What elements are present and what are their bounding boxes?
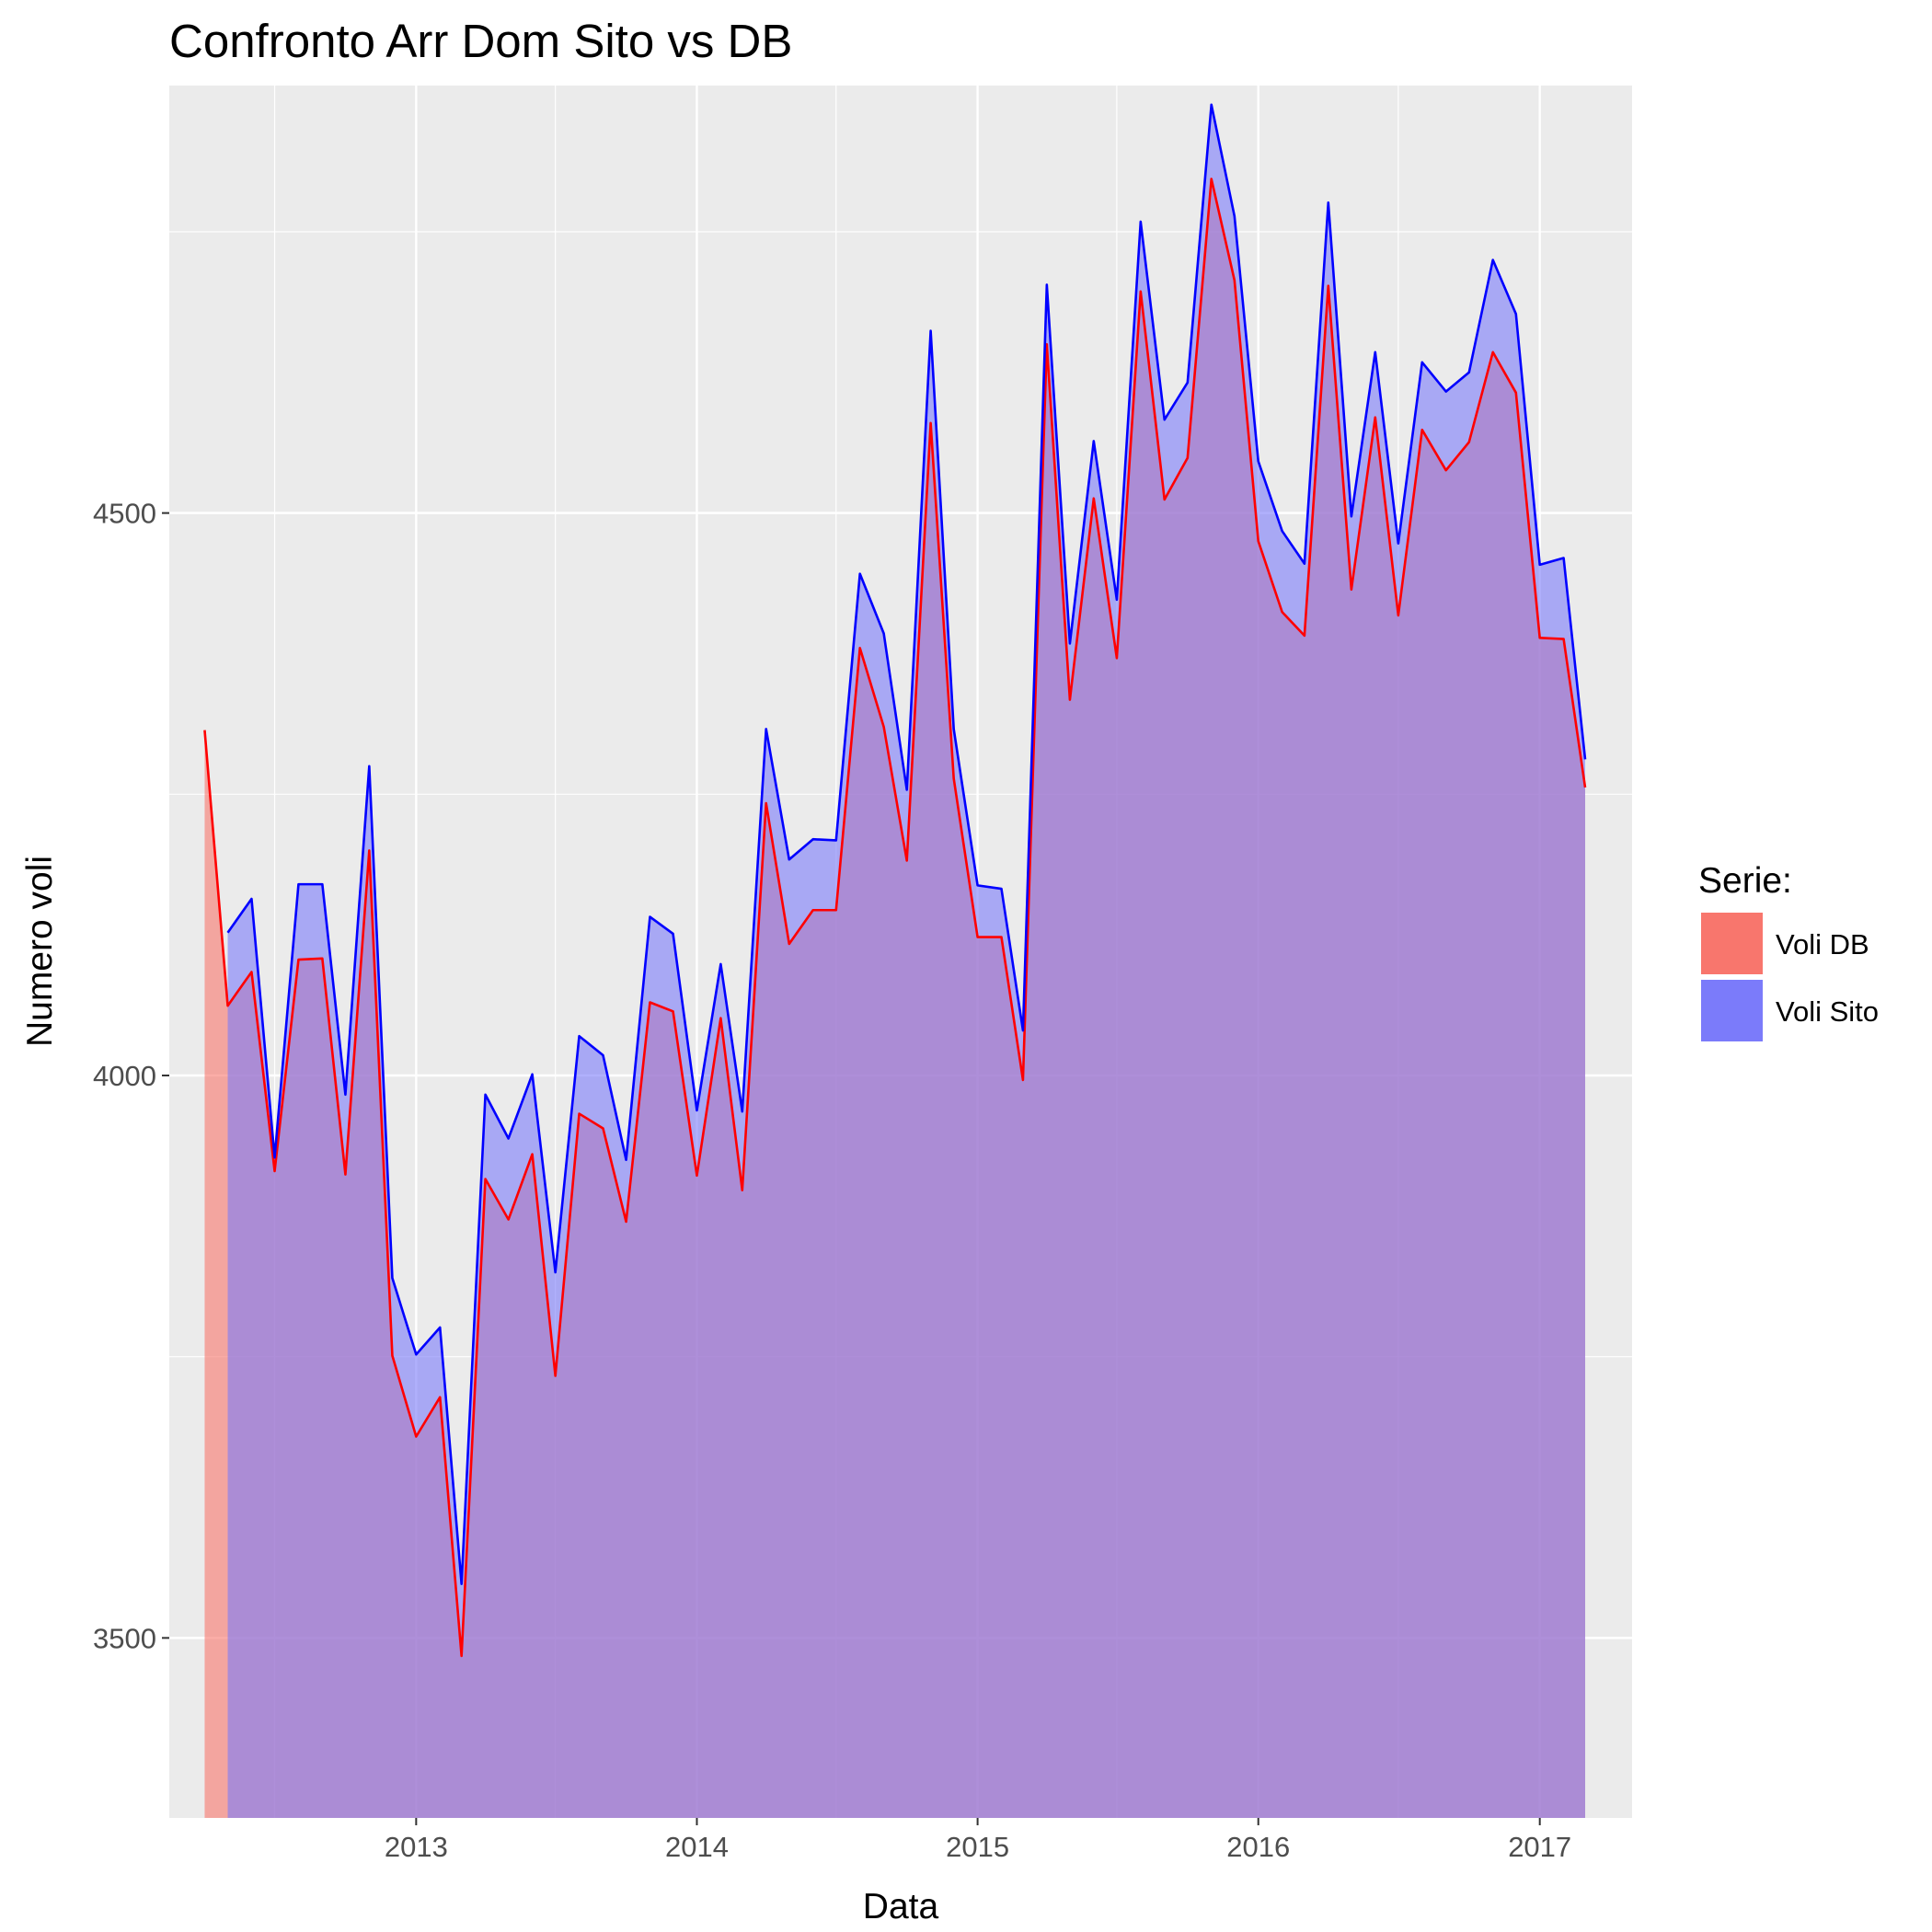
legend-key-voli-db (1701, 913, 1763, 974)
x-tick-label: 2015 (946, 1831, 1009, 1863)
x-tick-label: 2016 (1226, 1831, 1290, 1863)
legend-label-voli-sito: Voli Sito (1776, 995, 1879, 1028)
legend-title: Serie: (1698, 861, 1792, 901)
y-axis-title: Numero voli (20, 856, 60, 1047)
legend-key-voli-sito (1701, 980, 1763, 1041)
area-voli-sito (227, 104, 1586, 1818)
chart-title: Confronto Arr Dom Sito vs DB (169, 15, 792, 67)
x-axis: 2013 2014 2015 2016 2017 (385, 1818, 1571, 1863)
y-axis: 3500 4000 4500 (93, 498, 169, 1654)
series-lines (203, 103, 1587, 1658)
series-areas (204, 104, 1586, 1819)
y-tick-label: 3500 (93, 1622, 156, 1654)
x-tick-label: 2013 (385, 1831, 448, 1863)
x-tick-label: 2014 (665, 1831, 729, 1863)
x-axis-title: Data (863, 1887, 939, 1926)
legend: Serie: Voli DB Voli Sito (1698, 861, 1879, 1041)
line-voli-db (203, 178, 1587, 1658)
y-tick-label: 4500 (93, 498, 156, 530)
line-voli-sito (226, 103, 1587, 1585)
legend-label-voli-db: Voli DB (1776, 928, 1869, 960)
x-tick-label: 2017 (1508, 1831, 1571, 1863)
y-tick-label: 4000 (93, 1060, 156, 1092)
